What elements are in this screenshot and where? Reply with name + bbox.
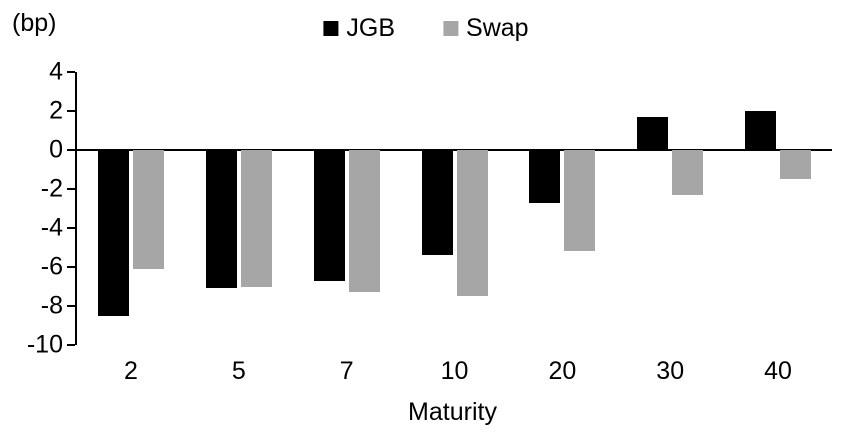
bar-jgb-20 [529,150,561,203]
x-tick-label: 20 [548,357,577,385]
y-tick-mark [67,149,75,151]
bar-jgb-10 [421,150,453,256]
bar-swap-10 [456,150,488,297]
y-tick-mark [67,110,75,112]
y-tick-mark [67,344,75,346]
bar-swap-20 [564,150,596,252]
legend-swatch-icon [443,21,459,36]
x-tick-label: 40 [764,357,792,385]
x-tick-label: 2 [123,357,138,385]
bar-jgb-40 [745,111,777,150]
legend-label: JGB [346,14,396,42]
legend-item-jgb: JGB [323,14,395,43]
y-tick-label: -4 [40,213,63,242]
x-axis-title: Maturity [408,398,497,426]
bar-jgb-5 [205,150,237,289]
y-tick-mark [67,266,75,268]
bar-swap-2 [132,150,164,269]
bar-jgb-2 [97,150,129,316]
y-tick-label: 0 [49,135,63,164]
y-tick-mark [67,71,75,73]
bar-swap-30 [672,150,704,195]
y-tick-mark [67,227,75,229]
zero-axis-line [77,149,832,151]
bar-swap-5 [240,150,272,287]
y-tick-label: -8 [40,291,63,320]
bar-jgb-30 [637,116,669,150]
y-tick-label: 2 [49,96,63,125]
x-tick-label: 10 [440,357,469,385]
y-tick-label: -6 [40,252,63,281]
bar-swap-40 [780,150,812,180]
legend-swatch-icon [323,21,339,36]
y-tick-label: -2 [40,174,63,203]
legend-label: Swap [466,14,529,42]
legend-item-swap: Swap [443,14,529,43]
bar-jgb-7 [313,150,345,281]
y-tick-mark [67,188,75,190]
x-tick-label: 5 [231,357,246,385]
plot-area: 4 2 0 -2 -4 -6 -8 -10 2 5 7 10 20 30 40 [27,59,832,385]
bar-swap-7 [348,150,380,293]
y-tick-label: 4 [49,57,63,86]
x-tick-label: 7 [339,357,354,385]
x-tick-label: 30 [656,357,685,385]
chart-legend: JGB Swap [323,14,529,43]
y-tick-mark [67,305,75,307]
y-axis-unit-label: (bp) [12,9,57,37]
y-tick-label: -10 [26,330,63,359]
